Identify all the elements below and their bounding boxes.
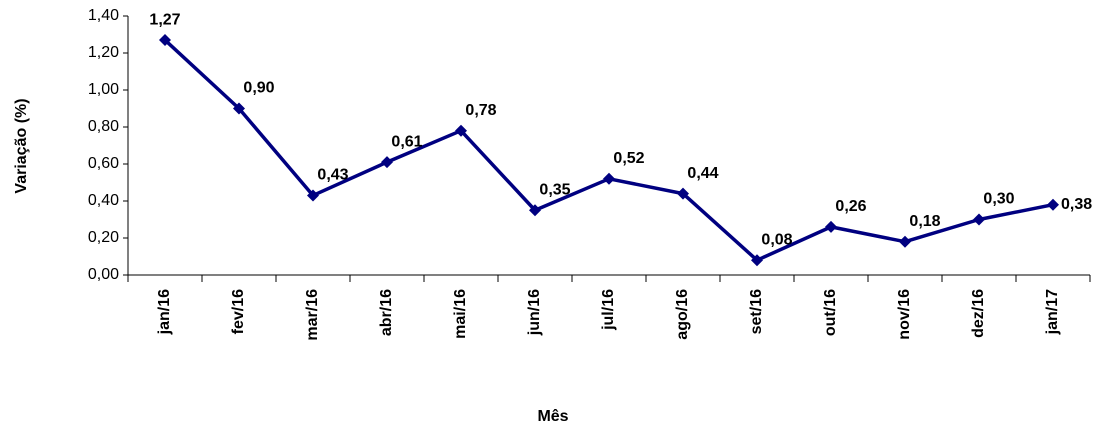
data-label: 0,18 [909,213,940,230]
marker [899,235,911,248]
x-tick-label: abr/16 [378,289,395,336]
marker [603,172,615,185]
x-tick-label: dez/16 [970,289,987,338]
x-tick-label: mai/16 [452,289,469,339]
y-tick-label: 1,00 [88,81,119,98]
x-tick-label: fev/16 [230,289,247,334]
x-tick-label: mar/16 [304,289,321,341]
data-label: 0,26 [835,198,866,215]
data-label: 0,30 [983,191,1014,208]
marker [159,34,171,47]
x-tick-label: jun/16 [526,289,543,336]
marker [529,204,541,217]
data-label: 0,35 [539,181,570,198]
data-label: 0,90 [243,80,274,97]
y-tick-label: 1,20 [88,44,119,61]
marker [233,102,245,115]
x-tick-label: jul/16 [600,289,617,331]
marker [455,124,467,137]
marker [825,220,837,233]
y-axis-title: Variação (%) [13,98,30,193]
data-label: 0,78 [465,102,496,119]
data-label: 0,08 [761,231,792,248]
marker [973,213,985,226]
y-tick-label: 0,80 [88,118,119,135]
x-tick-label: nov/16 [896,289,913,340]
data-label: 0,52 [613,150,644,167]
x-axis-title: Mês [537,408,568,425]
marker [677,187,689,200]
data-label: 0,43 [317,167,348,184]
marker [751,254,763,267]
data-label: 0,38 [1061,196,1092,213]
x-tick-label: ago/16 [674,289,691,340]
data-label: 0,44 [687,165,718,182]
y-tick-label: 0,20 [88,229,119,246]
data-label: 1,27 [149,11,180,28]
data-label: 0,61 [391,133,422,150]
x-tick-label: jan/16 [156,289,173,335]
marker [307,189,319,202]
y-tick-label: 0,00 [88,266,119,283]
x-tick-label: set/16 [748,289,765,334]
y-tick-label: 1,40 [88,7,119,24]
marker [1047,198,1059,211]
x-tick-label: out/16 [822,289,839,336]
marker [381,156,393,169]
x-tick-label: jan/17 [1044,289,1061,335]
y-tick-label: 0,60 [88,155,119,172]
y-tick-label: 0,40 [88,192,119,209]
